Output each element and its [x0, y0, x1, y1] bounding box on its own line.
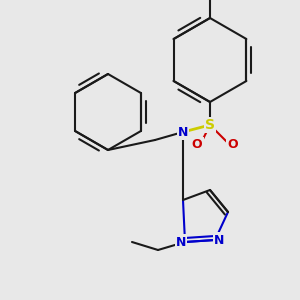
Text: N: N: [176, 236, 186, 248]
Text: O: O: [192, 139, 202, 152]
Text: N: N: [214, 233, 224, 247]
Text: S: S: [205, 118, 215, 132]
Text: N: N: [178, 125, 188, 139]
Text: O: O: [228, 139, 238, 152]
